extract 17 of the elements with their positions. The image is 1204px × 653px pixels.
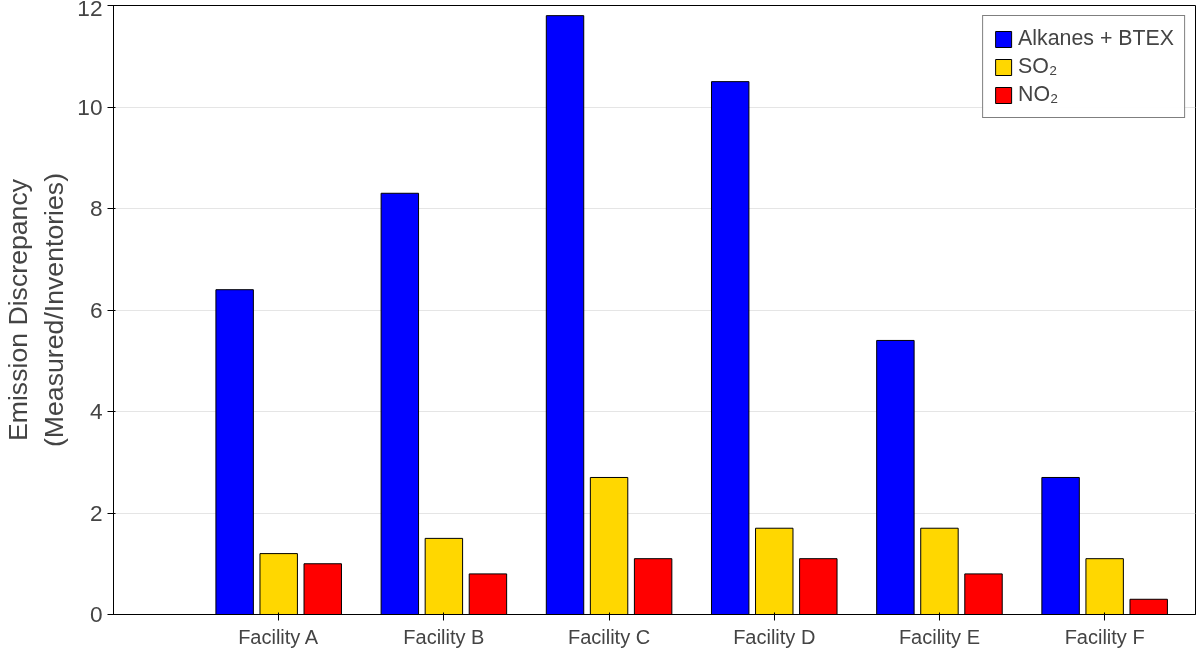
y-tick-label: 10	[77, 93, 103, 120]
legend-label: Alkanes + BTEX	[1018, 26, 1174, 51]
x-tick-label: Facility F	[1064, 625, 1145, 648]
y-tick-label: 6	[89, 296, 103, 323]
y-tick-label: 4	[89, 398, 103, 424]
y-tick-label: 2	[89, 499, 103, 526]
legend-label: SO₂	[1018, 54, 1058, 79]
y-axis-title: Emission Discrepancy (Measured/Inventories)	[3, 172, 70, 448]
x-tick-label: Facility E	[898, 625, 981, 648]
x-tick-label: Facility D	[733, 625, 816, 648]
x-tick-label: Facility B	[403, 625, 485, 648]
y-tick-label: 0	[89, 601, 103, 627]
x-tick-label: Facility C	[567, 625, 651, 648]
y-tick-label: 12	[77, 0, 103, 21]
y-tick-label: 8	[89, 195, 103, 221]
x-tick-label: Facility A	[238, 625, 319, 648]
legend-label: NO₂	[1018, 82, 1059, 107]
